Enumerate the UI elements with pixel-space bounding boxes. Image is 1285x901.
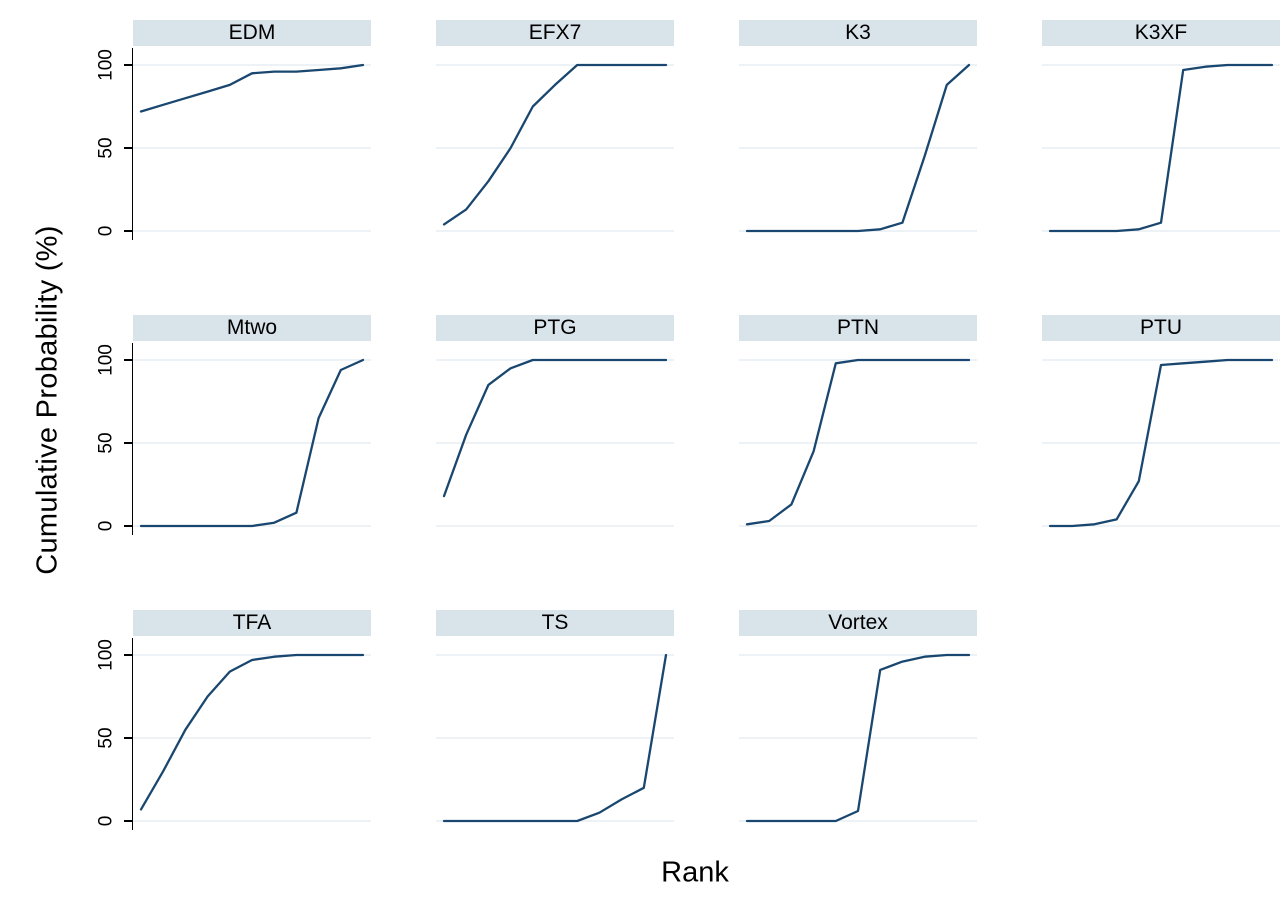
series-line-k3 bbox=[745, 63, 971, 233]
panel-svg-k3xf bbox=[1042, 63, 1280, 233]
panel-title: TS bbox=[436, 610, 674, 636]
panel-plot-area bbox=[739, 48, 977, 244]
y-tick-label-0: 0 bbox=[95, 520, 117, 532]
y-tick-mark-0 bbox=[124, 525, 132, 527]
panel-title: EFX7 bbox=[436, 20, 674, 46]
y-tick-label-100: 100 bbox=[95, 639, 117, 671]
chart-panel-ptg: PTG bbox=[436, 315, 674, 539]
panel-svg-efx7 bbox=[436, 63, 674, 232]
panel-plot-area: 100 50 0 bbox=[96, 48, 371, 244]
panel-svg-ts bbox=[436, 653, 674, 823]
series-line-edm bbox=[139, 63, 365, 113]
panel-plot-area bbox=[436, 638, 674, 834]
y-axis-line bbox=[131, 48, 133, 240]
y-tick-label-100: 100 bbox=[95, 344, 117, 376]
chart-panel-mtwo: Mtwo 100 50 0 bbox=[96, 315, 371, 539]
panel-title: TFA bbox=[133, 610, 371, 636]
panel-svg-tfa bbox=[133, 653, 371, 822]
y-tick-mark-100 bbox=[124, 654, 132, 656]
y-tick-label-0: 0 bbox=[95, 815, 117, 827]
panel-title: PTU bbox=[1042, 315, 1280, 341]
panel-plot-area bbox=[436, 48, 674, 244]
y-tick-mark-0 bbox=[124, 230, 132, 232]
y-tick-label-50: 50 bbox=[95, 137, 117, 159]
chart-panel-k3: K3 bbox=[739, 20, 977, 244]
chart-panel-ptu: PTU bbox=[1042, 315, 1280, 539]
panel-svg-k3 bbox=[739, 63, 977, 233]
series-line-ts bbox=[442, 653, 668, 823]
series-line-tfa bbox=[139, 653, 365, 811]
panel-title: K3 bbox=[739, 20, 977, 46]
chart-panel-ts: TS bbox=[436, 610, 674, 834]
y-tick-mark-50 bbox=[124, 147, 132, 149]
panel-title: PTN bbox=[739, 315, 977, 341]
panel-plot-area bbox=[436, 343, 674, 539]
panel-plot-area bbox=[1042, 343, 1280, 539]
y-tick-mark-100 bbox=[124, 64, 132, 66]
panel-svg-vortex bbox=[739, 653, 977, 823]
panel-grid: EDM 100 50 0 EFX7 K3 K3XF Mtwo 100 50 0 PTG … bbox=[96, 20, 1280, 834]
series-line-ptg bbox=[442, 358, 668, 498]
y-tick-label-0: 0 bbox=[95, 225, 117, 237]
panel-plot-area bbox=[739, 638, 977, 834]
panel-svg-ptn bbox=[739, 358, 977, 527]
y-axis-title: Cumulative Probability (%) bbox=[31, 225, 64, 575]
y-axis-line bbox=[131, 638, 133, 830]
chart-panel-k3xf: K3XF bbox=[1042, 20, 1280, 244]
panel-title: K3XF bbox=[1042, 20, 1280, 46]
panel-plot-area: 100 50 0 bbox=[96, 638, 371, 834]
series-line-efx7 bbox=[442, 63, 668, 226]
y-tick-label-50: 50 bbox=[95, 432, 117, 454]
y-tick-label-50: 50 bbox=[95, 727, 117, 749]
panel-svg-ptu bbox=[1042, 358, 1280, 528]
chart-panel-edm: EDM 100 50 0 bbox=[96, 20, 371, 244]
series-line-ptu bbox=[1048, 358, 1274, 528]
panel-svg-ptg bbox=[436, 358, 674, 527]
panel-title: Mtwo bbox=[133, 315, 371, 341]
series-line-mtwo bbox=[139, 358, 365, 528]
panel-plot-area: 100 50 0 bbox=[96, 343, 371, 539]
panel-plot-area bbox=[739, 343, 977, 539]
chart-panel-ptn: PTN bbox=[739, 315, 977, 539]
panel-svg-mtwo bbox=[133, 358, 371, 528]
panel-title: Vortex bbox=[739, 610, 977, 636]
y-tick-label-100: 100 bbox=[95, 49, 117, 81]
x-axis-title: Rank bbox=[661, 856, 729, 889]
chart-panel-vortex: Vortex bbox=[739, 610, 977, 834]
chart-panel-efx7: EFX7 bbox=[436, 20, 674, 244]
y-tick-mark-0 bbox=[124, 820, 132, 822]
series-line-k3xf bbox=[1048, 63, 1274, 233]
series-line-ptn bbox=[745, 358, 971, 526]
y-tick-mark-50 bbox=[124, 737, 132, 739]
panel-title: PTG bbox=[436, 315, 674, 341]
panel-plot-area bbox=[1042, 48, 1280, 244]
y-tick-mark-50 bbox=[124, 442, 132, 444]
series-line-vortex bbox=[745, 653, 971, 823]
chart-panel-tfa: TFA 100 50 0 bbox=[96, 610, 371, 834]
panel-svg-edm bbox=[133, 63, 371, 232]
y-axis-line bbox=[131, 343, 133, 535]
panel-title: EDM bbox=[133, 20, 371, 46]
y-tick-mark-100 bbox=[124, 359, 132, 361]
